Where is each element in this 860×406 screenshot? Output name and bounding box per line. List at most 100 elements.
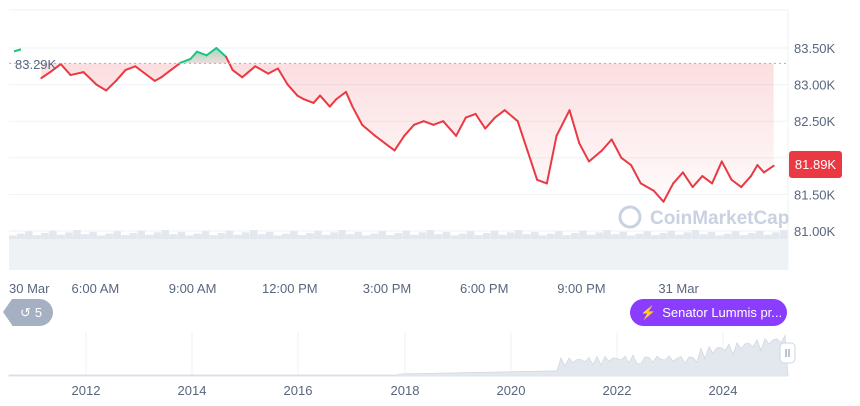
navigator-handle-grip[interactable] <box>779 342 796 364</box>
volume-bar <box>531 231 539 239</box>
x-tick-label: 31 Mar <box>658 281 699 296</box>
watermark-logo-icon <box>618 205 642 229</box>
current-price-label: 81.89K <box>795 157 837 172</box>
watermark: CoinMarketCap <box>618 205 789 229</box>
volume-bar <box>659 233 668 239</box>
price-segment <box>555 109 571 137</box>
overview-year-label: 2012 <box>72 383 101 398</box>
volume-bar <box>450 236 459 239</box>
volume-bar <box>723 233 732 239</box>
price-segment <box>620 156 633 167</box>
y-tick-label: 82.50K <box>794 114 836 129</box>
price-segment <box>516 120 529 152</box>
x-tick-label: 6:00 PM <box>460 281 508 296</box>
price-segment <box>241 65 257 79</box>
price-segment <box>740 175 752 189</box>
price-segment <box>134 65 147 75</box>
price-segment <box>276 67 289 86</box>
volume-bar <box>169 234 178 239</box>
volume-bar <box>587 234 595 239</box>
y-tick-label: 83.50K <box>794 41 836 56</box>
overview-year-label: 2018 <box>391 383 420 398</box>
volume-bar <box>555 231 563 239</box>
volume-bar <box>201 231 210 239</box>
price-segment <box>319 94 331 108</box>
price-segment <box>403 123 415 137</box>
price-segment <box>464 112 477 119</box>
price-segment <box>195 50 208 57</box>
volume-bar <box>563 235 571 239</box>
price-segment <box>474 112 487 130</box>
volume-bar <box>394 233 403 239</box>
volume-bar <box>418 232 427 239</box>
price-line <box>40 47 775 203</box>
price-area-up <box>216 48 227 64</box>
price-segment <box>69 71 85 77</box>
volume-bar <box>370 233 378 239</box>
price-segment <box>526 149 539 181</box>
volume-bars <box>9 230 788 270</box>
price-segment <box>568 109 581 145</box>
navigator-handle[interactable] <box>779 342 796 364</box>
volume-bar <box>274 236 282 239</box>
volume-bar <box>402 230 411 239</box>
volume-bar <box>233 234 242 239</box>
overview-navigator[interactable]: 2012 2014 2016 2018 2020 2022 2024 <box>8 332 789 398</box>
price-segment <box>730 178 743 189</box>
volume-bar <box>282 233 290 239</box>
price-segment <box>610 138 623 159</box>
price-segment <box>662 182 675 203</box>
volume-bar <box>49 230 57 239</box>
price-segment <box>144 72 156 82</box>
volume-bar <box>731 231 740 239</box>
price-segment <box>720 160 733 181</box>
price-area-fill <box>41 48 774 202</box>
volume-bar <box>73 230 81 239</box>
volume-bar <box>338 230 346 239</box>
volume-bar <box>739 235 748 239</box>
reference-label: 83.29K <box>15 57 57 72</box>
volume-bar <box>354 231 362 239</box>
volume-bar <box>603 230 611 239</box>
volume-bar <box>763 234 772 239</box>
price-segment <box>691 175 704 189</box>
price-segment <box>536 178 548 185</box>
volume-bar <box>482 233 491 239</box>
price-segment <box>328 98 338 108</box>
volume-bar <box>330 232 338 239</box>
price-segment <box>114 68 127 82</box>
price-segment <box>153 76 163 82</box>
start-tick <box>13 48 22 53</box>
volume-bar <box>779 230 788 239</box>
overview-area <box>8 334 789 377</box>
price-segment <box>351 105 364 126</box>
volume-bar <box>691 230 700 239</box>
history-button[interactable]: ↺ 5 <box>3 299 53 326</box>
event-pill[interactable]: ⚡ Senator Lummis pr... <box>630 299 787 326</box>
volume-bar <box>498 234 507 239</box>
x-tick-label: 30 Mar <box>9 281 50 296</box>
price-segment <box>344 90 354 108</box>
overview-year-label: 2020 <box>497 383 526 398</box>
price-segment <box>40 70 53 80</box>
volume-bar <box>474 235 483 239</box>
volume-bar <box>466 231 475 239</box>
volume-bar <box>539 236 547 239</box>
volume-bar <box>699 234 708 239</box>
current-price-tag: 81.89K <box>789 151 842 178</box>
volume-bar <box>619 231 627 239</box>
price-segment <box>296 94 305 101</box>
price-segment <box>215 47 228 58</box>
volume-bar <box>97 236 105 239</box>
volume-bar <box>193 233 202 239</box>
event-pill-label: Senator Lummis pr... <box>662 305 783 320</box>
volume-bar <box>490 230 499 239</box>
volume-bar <box>25 231 33 239</box>
volume-bar <box>225 230 234 239</box>
volume-bar <box>153 232 162 239</box>
volume-bar <box>217 233 226 239</box>
volume-bar <box>209 235 218 239</box>
price-segment <box>701 175 714 185</box>
